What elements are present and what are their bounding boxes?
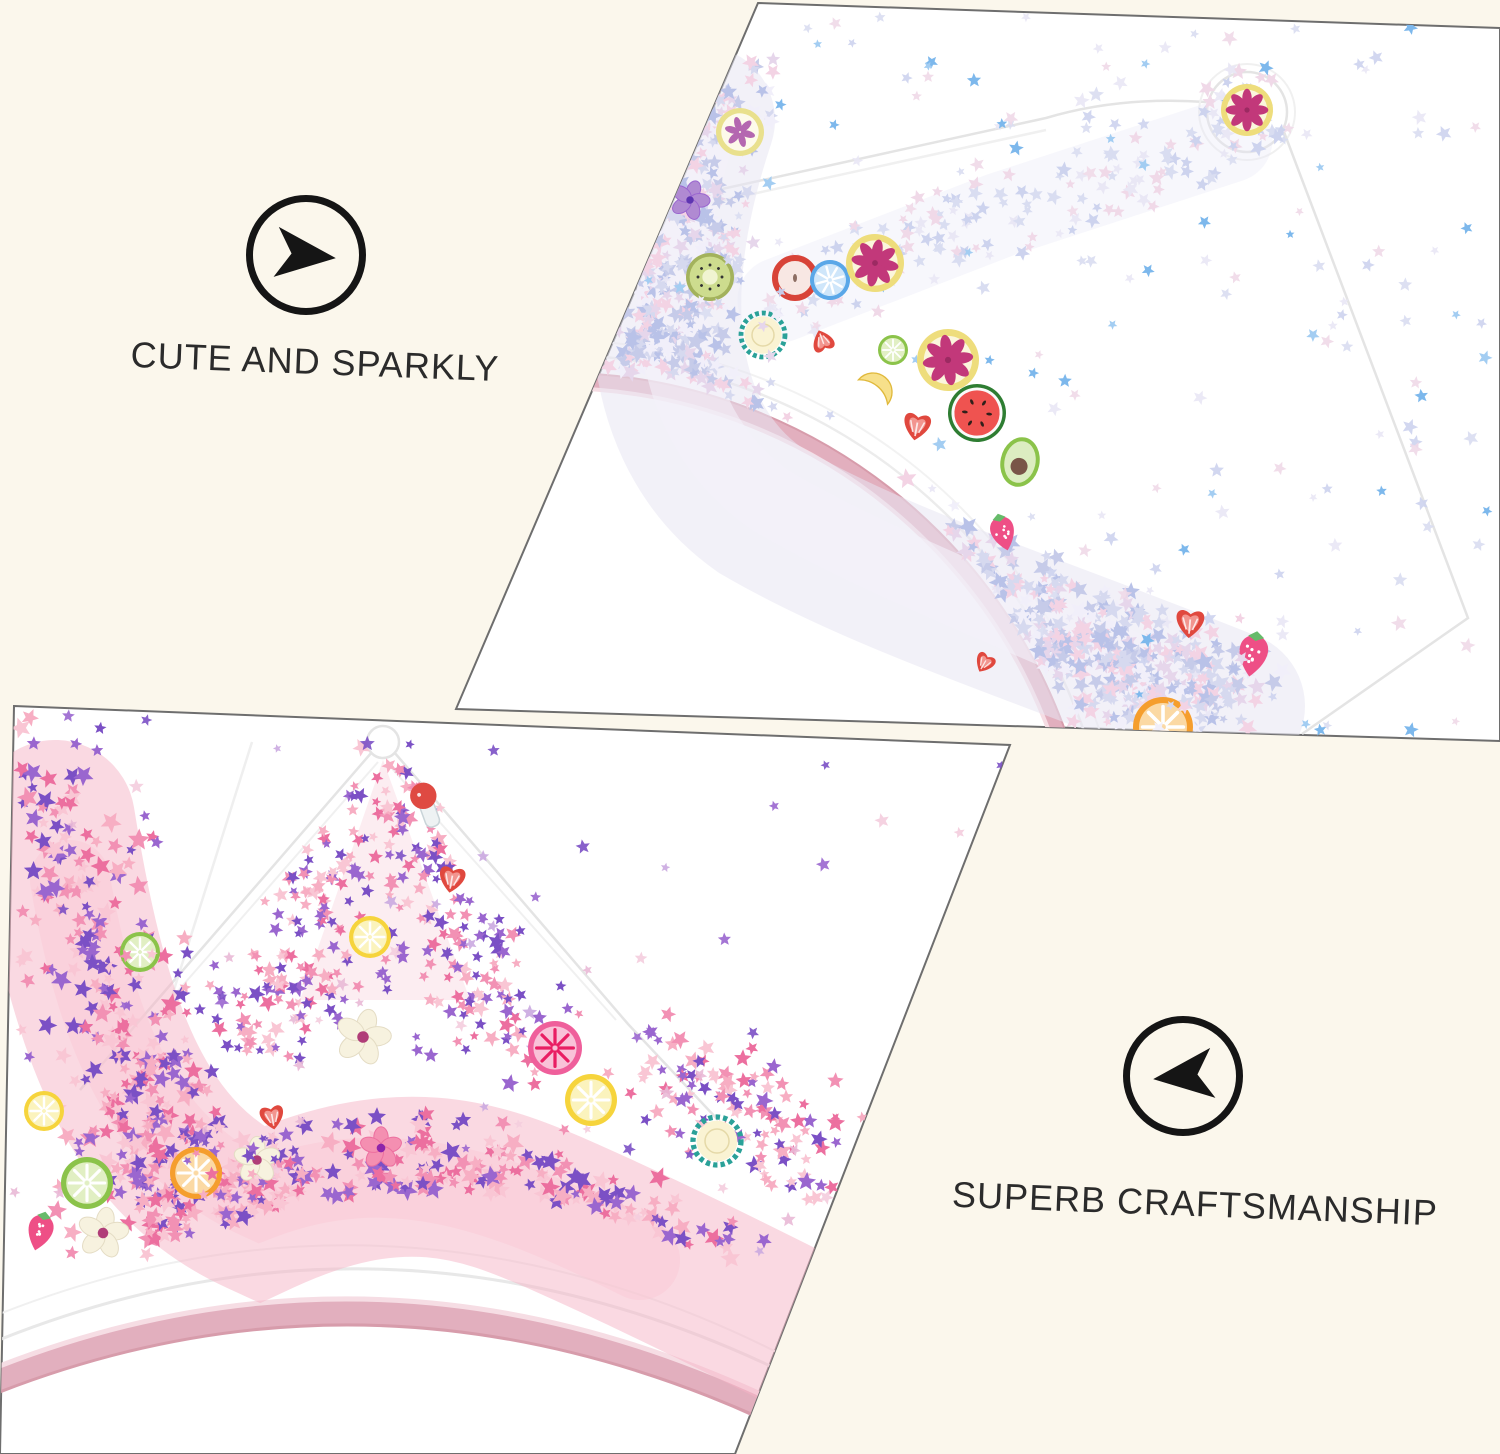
fruit-avocado (1000, 437, 1040, 487)
arrow-left-circle-icon (1123, 1016, 1243, 1136)
fruit-lime (61, 1157, 113, 1209)
fruit-flowercitrus (917, 329, 979, 391)
fruit-flowercitrus (846, 234, 904, 292)
fruit-slices-top (672, 84, 1273, 741)
fruit-whiteflower (78, 1206, 130, 1258)
fruit-strawslice (439, 866, 466, 893)
fruit-tealwheel (690, 1114, 744, 1168)
fruit-flowercitrus (1221, 84, 1273, 136)
fruit-lime (878, 335, 908, 365)
fruit-strawslice (1176, 610, 1205, 639)
fruit-popsicle (410, 782, 441, 828)
fruit-whiteflower (337, 1008, 392, 1065)
fruit-orange (170, 1147, 222, 1199)
fruit-strawberry (28, 1211, 54, 1251)
fruit-lemon (24, 1091, 64, 1131)
fruit-strawberry (990, 513, 1014, 551)
fruit-strawslice (976, 651, 996, 672)
fruit-lemon (565, 1074, 617, 1126)
fruit-banana (856, 372, 893, 406)
fruit-strawslice (904, 412, 932, 441)
fruit-strawberry (1239, 631, 1269, 677)
arrow-right-icon (273, 226, 336, 277)
fruit-strawslice (813, 330, 835, 353)
arrow-left-icon (1153, 1047, 1216, 1098)
fruit-pinkflower (360, 1126, 402, 1167)
fruit-strawslice (259, 1105, 284, 1130)
fruit-slices-bottom (24, 782, 744, 1258)
fruit-lemon (349, 916, 391, 958)
fruit-kiwi (686, 253, 734, 301)
fruit-watermelon (948, 384, 1006, 442)
fruit-lemonring (716, 108, 764, 156)
arrow-right-circle-icon (246, 195, 366, 315)
fruit-bluecitrus (810, 260, 850, 300)
fruit-pinkcitrus (528, 1021, 582, 1075)
